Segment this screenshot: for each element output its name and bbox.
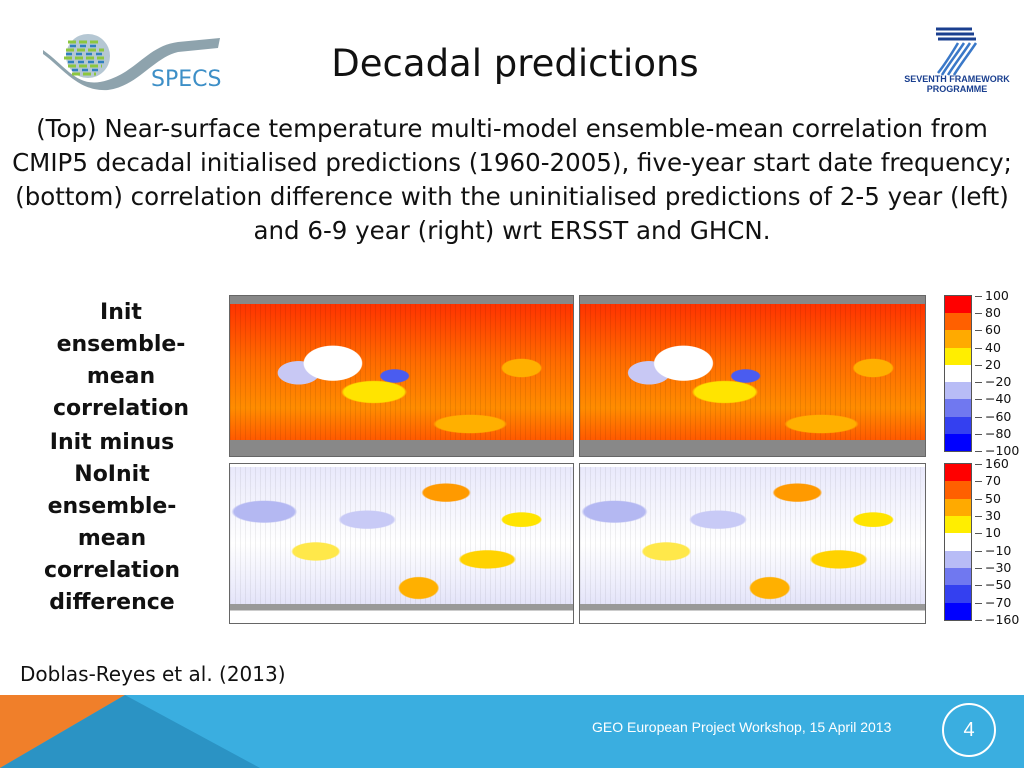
- colorbar-swatch: [945, 498, 971, 516]
- colorbar-top: [944, 295, 972, 452]
- footer-decoration: [0, 695, 260, 768]
- specs-logo: SPECS: [43, 34, 221, 92]
- colorbar-swatch: [945, 550, 971, 568]
- colorbar-swatch: [945, 602, 971, 620]
- colorbar-swatch: [945, 481, 971, 499]
- colorbar-tick-label: −70: [974, 594, 1012, 610]
- label-init-minus-noinit: Init minus NoInit ensemble-mean correlat…: [44, 430, 180, 615]
- colorbar-tick-label: −40: [974, 391, 1012, 407]
- map-difference-6-9yr: [579, 463, 926, 624]
- colorbar-tick-label: −160: [974, 612, 1020, 627]
- colorbar-bottom: [944, 463, 972, 621]
- colorbar-swatch: [945, 330, 971, 348]
- slide-description: (Top) Near-surface temperature multi-mod…: [12, 114, 1012, 245]
- colorbar-tick-label: 60: [975, 322, 1001, 338]
- map-difference-2-5yr: [229, 463, 574, 624]
- footer-text: GEO European Project Workshop, 15 April …: [592, 719, 892, 735]
- colorbar-tick-label: −50: [974, 577, 1012, 593]
- colorbar-tick-label: 20: [975, 356, 1001, 372]
- slide-title: Decadal predictions: [331, 42, 699, 85]
- colorbar-tick-label: −100: [974, 443, 1020, 458]
- colorbar-swatch: [945, 364, 971, 383]
- colorbar-tick-label: 30: [975, 508, 1001, 523]
- colorbar-tick-label: −20: [974, 374, 1012, 390]
- colorbar-swatch: [945, 464, 971, 482]
- colorbar-swatch: [945, 382, 971, 400]
- colorbar-tick-label: 40: [975, 339, 1001, 355]
- colorbar-swatch: [945, 515, 971, 534]
- colorbar-swatch: [945, 433, 971, 451]
- colorbar-swatch: [945, 296, 971, 314]
- colorbar-tick-label: −30: [974, 560, 1012, 575]
- colorbar-tick-label: −60: [974, 408, 1012, 424]
- colorbar-swatch: [945, 399, 971, 417]
- footer-bar: [0, 695, 1024, 768]
- map-correlation-6-9yr: [579, 295, 926, 457]
- colorbar-tick-label: 80: [975, 305, 1001, 321]
- colorbar-tick-label: 160: [975, 456, 1009, 471]
- label-init-correlation: Init ensemble-mean correlation: [53, 300, 189, 421]
- page-number: 4: [942, 703, 996, 757]
- colorbar-tick-label: 70: [975, 473, 1001, 489]
- colorbar-tick-label: 50: [975, 490, 1001, 506]
- colorbar-tick-label: −80: [974, 425, 1012, 441]
- colorbar-tick-label: −10: [974, 542, 1012, 558]
- colorbar-tick-label: 100: [975, 288, 1009, 303]
- colorbar-swatch: [945, 567, 971, 586]
- colorbar-swatch: [945, 416, 971, 434]
- citation: Doblas-Reyes et al. (2013): [20, 662, 286, 686]
- map-correlation-2-5yr: [229, 295, 574, 457]
- colorbar-swatch: [945, 585, 971, 603]
- colorbar-swatch: [945, 533, 971, 551]
- colorbar-swatch: [945, 347, 971, 365]
- colorbar-swatch: [945, 313, 971, 331]
- seventh-framework-logo-text: SEVENTH FRAMEWORK PROGRAMME: [904, 74, 1010, 94]
- seventh-framework-logo: [936, 27, 978, 76]
- colorbar-tick-label: 10: [975, 525, 1001, 541]
- svg-text:SPECS: SPECS: [151, 67, 221, 92]
